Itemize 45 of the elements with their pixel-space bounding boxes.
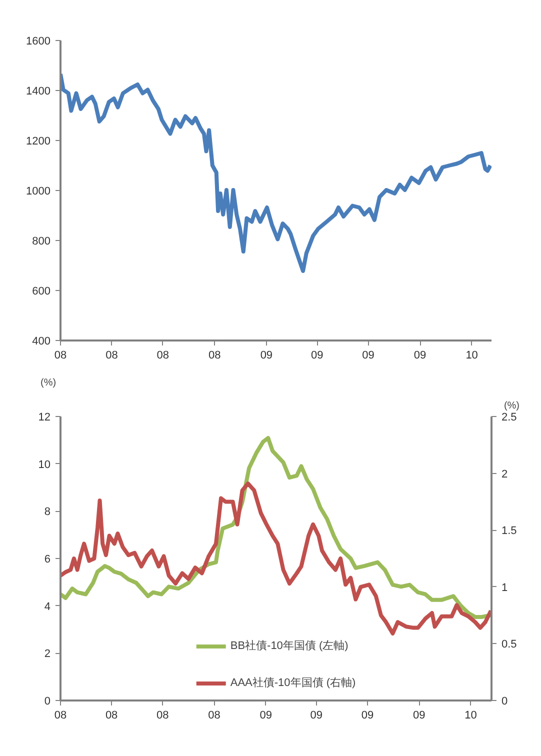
y-tick-label: 1000 xyxy=(26,186,51,198)
x-tick-label: 08 xyxy=(156,710,169,722)
y2-tick-label: 2 xyxy=(502,468,508,480)
y-tick-label: 0 xyxy=(44,696,51,708)
y-tick-label: 800 xyxy=(32,236,51,248)
y-tick-label: 600 xyxy=(32,286,51,298)
x-tick-label: 09 xyxy=(260,710,272,722)
x-tick-label: 08 xyxy=(105,710,118,722)
x-tick-label: 08 xyxy=(156,350,170,362)
legend-label: BB社債-10年国債 (左軸) xyxy=(230,639,348,653)
y-tick-label: 8 xyxy=(44,506,51,518)
y-tick-label: 400 xyxy=(32,336,51,348)
y2-tick-label: 1.5 xyxy=(502,525,517,538)
x-tick-label: 08 xyxy=(208,710,220,722)
line-series xyxy=(60,482,492,636)
x-tick-label: 08 xyxy=(54,710,67,722)
y2-tick-label: 1 xyxy=(502,582,508,594)
y2-axis-title: (%) xyxy=(504,400,520,412)
legend-label: AAA社債-10年国債 (右軸) xyxy=(230,676,356,690)
y-tick-label: 12 xyxy=(38,412,51,424)
x-tick-label: 09 xyxy=(361,710,374,722)
y-tick-label: 4 xyxy=(44,600,51,613)
x-tick-label: 09 xyxy=(362,350,374,362)
y2-tick-label: 2.5 xyxy=(502,412,517,424)
x-tick-label: 08 xyxy=(208,350,221,362)
x-tick-label: 08 xyxy=(54,350,67,362)
y-tick-label: 1200 xyxy=(26,136,51,148)
y2-tick-label: 0.5 xyxy=(502,638,517,651)
y-axis-title: (%) xyxy=(40,378,56,388)
x-tick-label: 09 xyxy=(414,350,426,362)
x-tick-label: 09 xyxy=(412,710,426,722)
y-tick-label: 10 xyxy=(38,458,51,471)
x-tick-label: 08 xyxy=(106,350,118,362)
line-series xyxy=(60,72,492,273)
x-tick-label: 09 xyxy=(260,350,273,362)
y-tick-label: 6 xyxy=(44,554,51,566)
x-tick-label: 09 xyxy=(310,710,323,722)
y2-tick-label: 0 xyxy=(502,696,508,708)
x-tick-label: 10 xyxy=(466,350,478,362)
x-tick-label: 09 xyxy=(310,350,324,362)
line-series xyxy=(60,436,492,619)
y-tick-label: 1600 xyxy=(26,36,51,48)
x-tick-label: 10 xyxy=(464,710,477,722)
y-tick-label: 2 xyxy=(44,648,51,660)
y-tick-label: 1400 xyxy=(26,86,51,98)
